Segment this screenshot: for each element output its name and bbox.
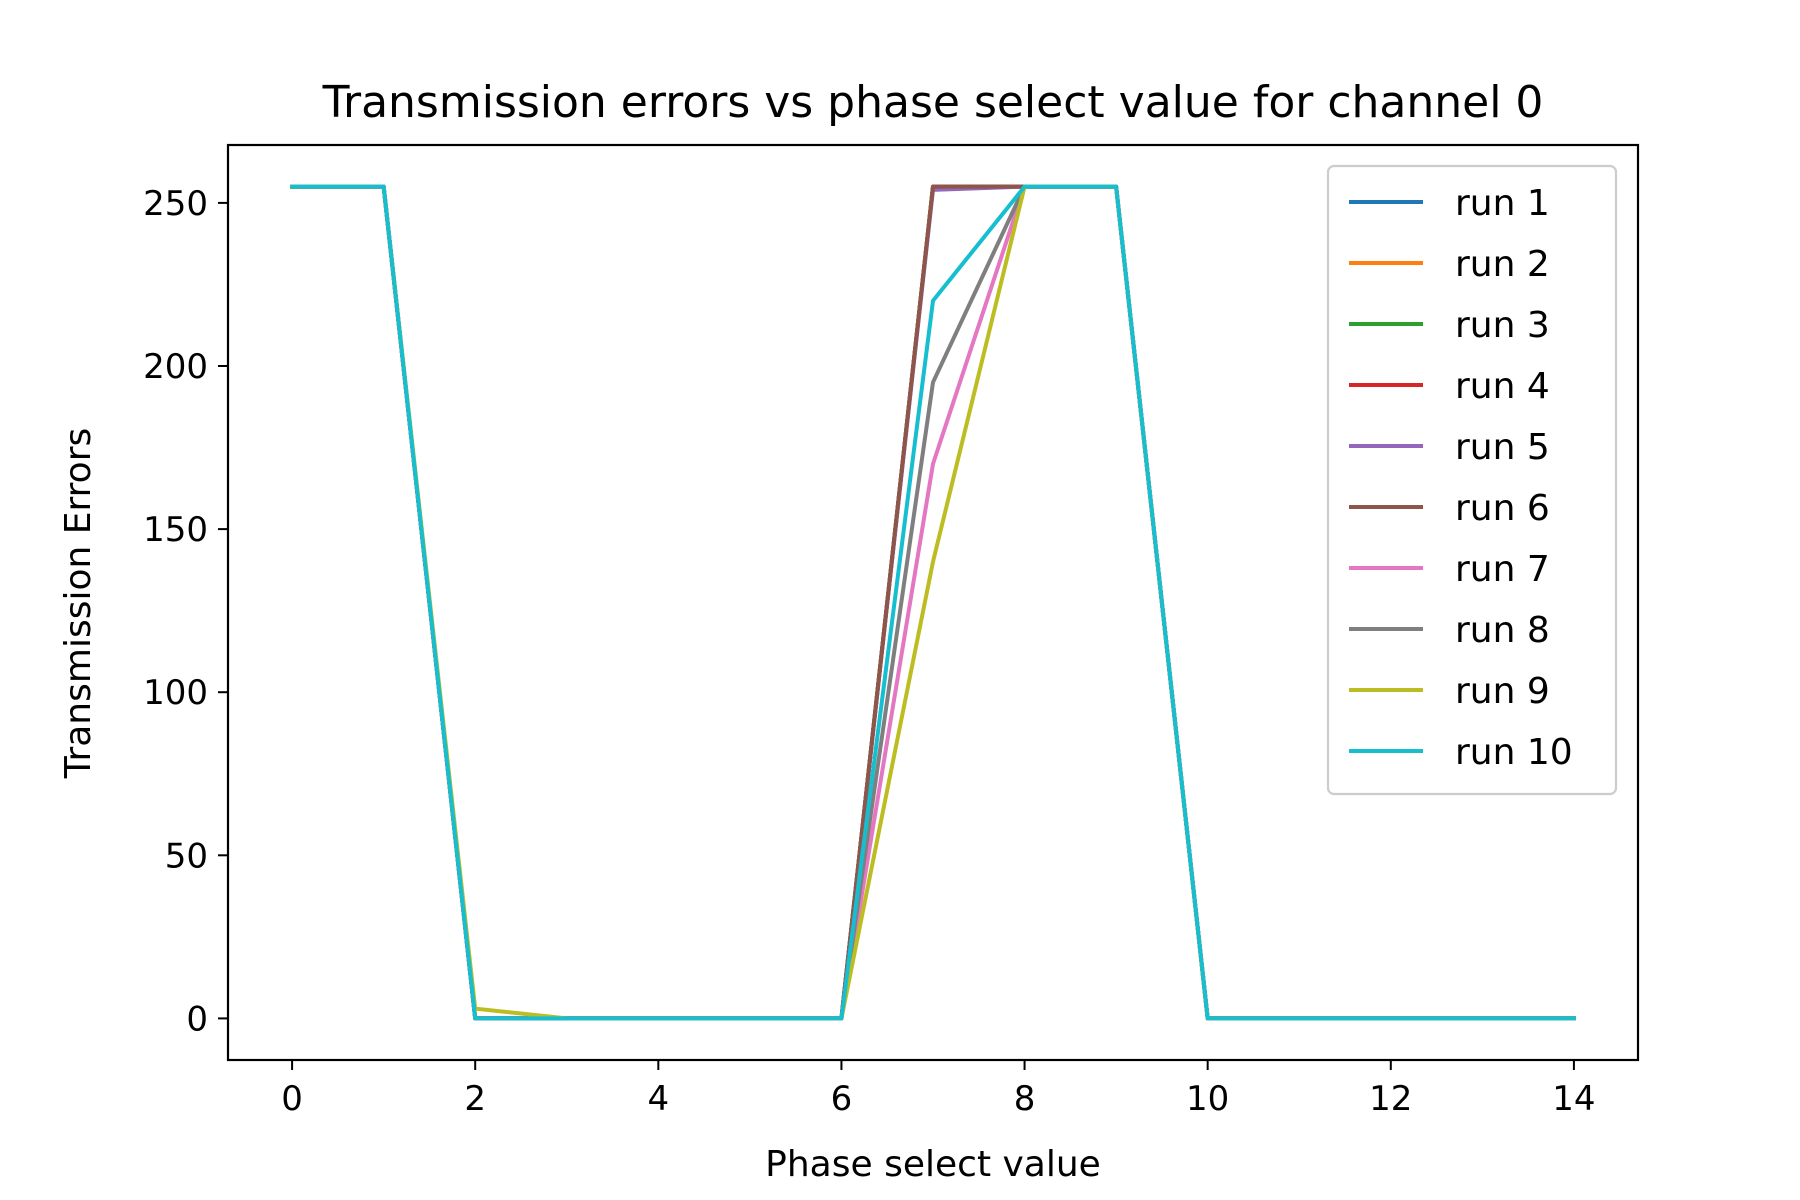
y-tick-label: 250 bbox=[143, 184, 208, 224]
y-tick-label: 50 bbox=[165, 836, 208, 876]
y-tick-label: 0 bbox=[186, 999, 208, 1039]
series-layer bbox=[290, 184, 1576, 1021]
legend-label-run-9: run 9 bbox=[1455, 671, 1550, 712]
legend-label-run-10: run 10 bbox=[1455, 732, 1573, 773]
legend-entries: run 1 run 2 run 3 run 4 run 5 run 6 run 7 run 8… bbox=[1349, 183, 1573, 773]
y-axis-label: Transmission Errors bbox=[58, 428, 99, 780]
x-tick-label: 4 bbox=[648, 1079, 670, 1119]
legend-label-run-4: run 4 bbox=[1455, 366, 1550, 407]
legend: run 1 run 2 run 3 run 4 run 5 run 6 run 7 run 8… bbox=[1326, 164, 1618, 796]
x-axis-ticks: 0 2 4 6 8 10 12 14 bbox=[281, 1060, 1596, 1119]
legend-label-run-7: run 7 bbox=[1455, 549, 1550, 590]
legend-label-run-2: run 2 bbox=[1455, 244, 1550, 285]
legend-label-run-1: run 1 bbox=[1455, 183, 1550, 224]
legend-label-run-3: run 3 bbox=[1455, 305, 1550, 346]
series-line-run-10 bbox=[290, 184, 1576, 1021]
plot-area bbox=[226, 143, 1640, 1062]
x-tick-label: 0 bbox=[281, 1079, 303, 1119]
legend-label-run-6: run 6 bbox=[1455, 488, 1550, 529]
chart-title: Transmission errors vs phase select valu… bbox=[322, 77, 1544, 128]
x-tick-label: 6 bbox=[831, 1079, 853, 1119]
x-tick-label: 2 bbox=[464, 1079, 486, 1119]
axes-frame bbox=[226, 143, 1640, 1062]
y-tick-label: 150 bbox=[143, 510, 208, 550]
y-axis-ticks: 0 50 100 150 200 250 bbox=[143, 184, 228, 1039]
y-tick-label: 200 bbox=[143, 347, 208, 387]
x-tick-label: 8 bbox=[1014, 1079, 1036, 1119]
x-axis-label: Phase select value bbox=[765, 1144, 1101, 1185]
y-tick-label: 100 bbox=[143, 673, 208, 713]
legend-label-run-8: run 8 bbox=[1455, 610, 1550, 651]
x-tick-label: 12 bbox=[1369, 1079, 1412, 1119]
x-tick-label: 10 bbox=[1186, 1079, 1229, 1119]
x-tick-label: 14 bbox=[1552, 1079, 1595, 1119]
legend-label-run-5: run 5 bbox=[1455, 427, 1550, 468]
